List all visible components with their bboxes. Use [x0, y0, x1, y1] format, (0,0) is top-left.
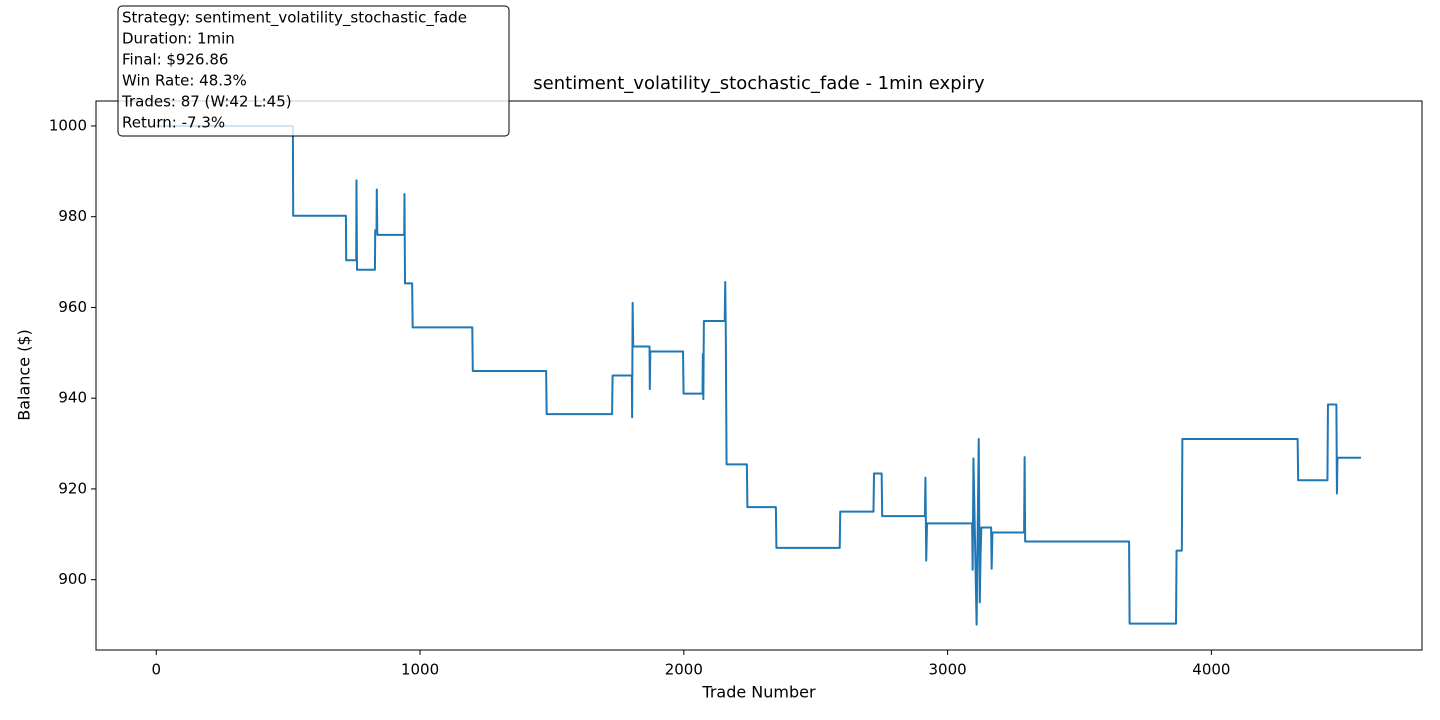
annotation-line: Trades: 87 (W:42 L:45) [121, 93, 292, 111]
annotation-line: Final: $926.86 [122, 51, 228, 69]
x-tick-label: 3000 [929, 661, 967, 679]
x-tick-label: 1000 [401, 661, 439, 679]
y-tick-label: 920 [58, 479, 87, 497]
y-tick-label: 960 [58, 298, 87, 316]
x-tick-label: 4000 [1192, 661, 1230, 679]
y-axis-label: Balance ($) [15, 329, 34, 421]
annotation-line: Duration: 1min [122, 30, 235, 48]
annotation-line: Win Rate: 48.3% [122, 72, 247, 90]
annotation-line: Return: -7.3% [122, 114, 225, 132]
annotation-frame [117, 5, 510, 137]
plot-area [156, 124, 1361, 626]
plot-frame [95, 100, 1423, 651]
y-tick-label: 900 [58, 570, 87, 588]
annotation-box: Strategy: sentiment_volatility_stochasti… [117, 5, 510, 137]
x-axis-label: Trade Number [701, 683, 816, 702]
y-tick-label: 1000 [49, 116, 87, 134]
y-tick-label: 940 [58, 389, 87, 407]
annotation-line: Strategy: sentiment_volatility_stochasti… [122, 9, 467, 28]
chart-title: sentiment_volatility_stochastic_fade - 1… [533, 73, 985, 94]
y-tick-label: 980 [58, 207, 87, 225]
balance-line [156, 124, 1361, 626]
x-tick-label: 0 [151, 661, 161, 679]
x-tick-label: 2000 [665, 661, 703, 679]
